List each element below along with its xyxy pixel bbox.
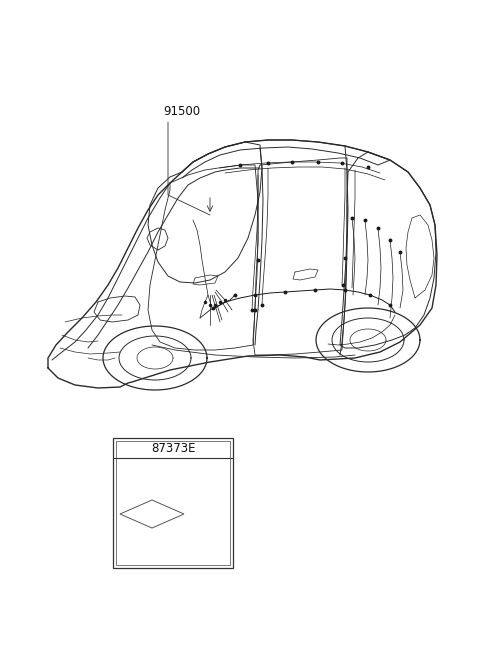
Bar bbox=[113, 438, 233, 568]
Text: 87373E: 87373E bbox=[151, 441, 195, 455]
Text: 91500: 91500 bbox=[163, 105, 200, 118]
Bar bbox=[116, 441, 230, 565]
Polygon shape bbox=[120, 500, 184, 528]
